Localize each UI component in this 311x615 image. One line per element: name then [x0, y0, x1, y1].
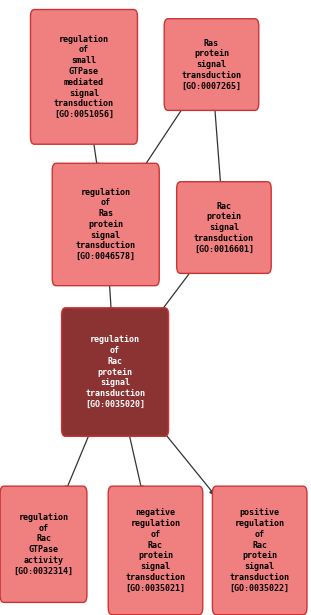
- Text: regulation
of
small
GTPase
mediated
signal
transduction
[GO:0051056]: regulation of small GTPase mediated sign…: [54, 35, 114, 119]
- FancyBboxPatch shape: [177, 182, 271, 273]
- Text: regulation
of
Rac
GTPase
activity
[GO:0032314]: regulation of Rac GTPase activity [GO:00…: [14, 513, 73, 576]
- FancyBboxPatch shape: [108, 486, 203, 615]
- FancyBboxPatch shape: [62, 308, 169, 437]
- FancyBboxPatch shape: [164, 18, 259, 111]
- FancyBboxPatch shape: [30, 10, 137, 145]
- Text: regulation
of
Rac
protein
signal
transduction
[GO:0035020]: regulation of Rac protein signal transdu…: [85, 335, 145, 409]
- FancyBboxPatch shape: [0, 486, 87, 603]
- FancyBboxPatch shape: [52, 164, 159, 285]
- Text: Rac
protein
signal
transduction
[GO:0016601]: Rac protein signal transduction [GO:0016…: [194, 202, 254, 253]
- Text: regulation
of
Ras
protein
signal
transduction
[GO:0046578]: regulation of Ras protein signal transdu…: [76, 188, 136, 261]
- FancyBboxPatch shape: [212, 486, 307, 615]
- Text: positive
regulation
of
Rac
protein
signal
transduction
[GO:0035022]: positive regulation of Rac protein signa…: [230, 509, 290, 592]
- Text: negative
regulation
of
Rac
protein
signal
transduction
[GO:0035021]: negative regulation of Rac protein signa…: [126, 509, 185, 592]
- Text: Ras
protein
signal
transduction
[GO:0007265]: Ras protein signal transduction [GO:0007…: [182, 39, 241, 90]
